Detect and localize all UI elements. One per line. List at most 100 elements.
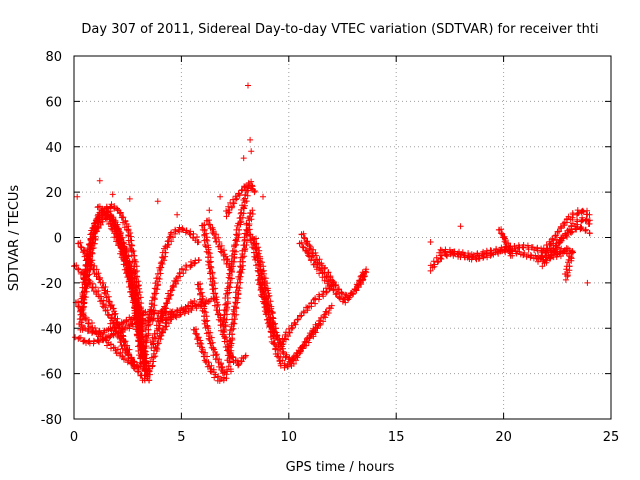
data-point <box>203 236 210 243</box>
data-point <box>235 273 242 280</box>
data-point <box>238 358 244 365</box>
x-tick-label: 5 <box>177 430 185 445</box>
data-point <box>180 270 187 277</box>
data-point <box>89 233 96 240</box>
data-point <box>542 250 548 256</box>
data-point <box>300 309 307 316</box>
data-point <box>119 249 126 256</box>
data-point <box>146 377 153 384</box>
series-tr-f3 <box>198 221 249 369</box>
data-point <box>479 251 486 258</box>
data-point <box>188 258 194 265</box>
data-point <box>95 270 102 277</box>
data-point <box>488 247 495 254</box>
y-tick-label: 40 <box>45 141 62 156</box>
y-tick-label: -40 <box>41 322 62 337</box>
data-point <box>501 238 508 245</box>
data-point <box>98 293 105 300</box>
data-point <box>312 324 319 331</box>
data-point <box>153 286 160 292</box>
data-point <box>136 289 143 296</box>
data-point <box>85 326 92 333</box>
data-point <box>271 328 278 335</box>
series-tr-e3 <box>143 311 176 379</box>
data-point <box>328 302 335 309</box>
data-point <box>134 302 140 309</box>
data-point <box>285 333 291 340</box>
data-point <box>506 243 513 250</box>
data-point <box>91 262 98 269</box>
data-point <box>569 220 576 227</box>
data-point <box>136 323 143 330</box>
chart-title: Day 307 of 2011, Sidereal Day-to-day VTE… <box>81 22 598 37</box>
data-point <box>143 366 150 373</box>
data-point <box>304 241 311 248</box>
series-tr-l3 <box>547 223 593 252</box>
data-point <box>215 301 222 308</box>
data-point <box>135 283 142 289</box>
data-point <box>163 300 170 306</box>
data-point <box>233 311 240 318</box>
data-point <box>299 344 306 351</box>
data-point <box>160 325 167 331</box>
data-point <box>222 319 229 326</box>
data-point <box>210 290 217 297</box>
data-point <box>154 198 161 205</box>
data-point <box>363 266 370 273</box>
data-point <box>89 328 96 335</box>
data-point <box>219 363 225 370</box>
data-point <box>316 256 323 263</box>
data-point <box>277 353 284 360</box>
series-outliers <box>72 82 591 341</box>
axes: 0 5 10 15 20 25 -80 -60 -40 -20 0 20 40 60 80 <box>41 50 620 445</box>
data-point <box>242 352 249 359</box>
data-point <box>132 258 139 265</box>
data-point <box>570 249 576 256</box>
data-point <box>294 316 301 323</box>
data-point <box>228 258 235 265</box>
data-point <box>139 358 146 365</box>
data-point <box>297 313 304 320</box>
data-point <box>574 207 581 214</box>
data-point <box>206 265 213 272</box>
data-point <box>272 325 279 332</box>
data-point <box>205 335 212 342</box>
data-point <box>493 245 500 252</box>
data-point <box>90 224 96 231</box>
data-point <box>335 286 342 293</box>
data-point <box>221 307 228 313</box>
data-point <box>330 278 337 285</box>
data-point <box>505 240 512 247</box>
data-point <box>225 363 232 370</box>
data-point <box>156 264 163 271</box>
data-point <box>520 244 527 251</box>
data-point <box>206 250 213 257</box>
data-point <box>77 326 84 333</box>
data-point <box>575 210 582 217</box>
data-point <box>202 300 208 307</box>
data-point <box>251 189 258 196</box>
series-tr-e2 <box>147 257 202 351</box>
data-point <box>241 184 248 191</box>
data-point <box>74 193 81 200</box>
data-point <box>101 211 108 218</box>
data-point <box>323 308 330 315</box>
data-point <box>144 372 150 379</box>
data-point <box>535 253 542 260</box>
data-point <box>566 263 573 270</box>
data-point <box>290 355 297 362</box>
data-point <box>226 355 233 362</box>
data-point <box>243 220 250 227</box>
data-point <box>544 245 551 252</box>
data-point <box>312 257 319 264</box>
data-point <box>119 320 126 327</box>
y-tick-label: 80 <box>45 50 62 65</box>
data-point <box>277 339 284 346</box>
data-point <box>202 349 209 356</box>
data-point <box>565 213 572 220</box>
data-point <box>586 220 593 227</box>
data-point <box>508 247 515 254</box>
data-point <box>199 226 206 233</box>
data-point <box>299 243 306 250</box>
data-point <box>152 344 159 350</box>
